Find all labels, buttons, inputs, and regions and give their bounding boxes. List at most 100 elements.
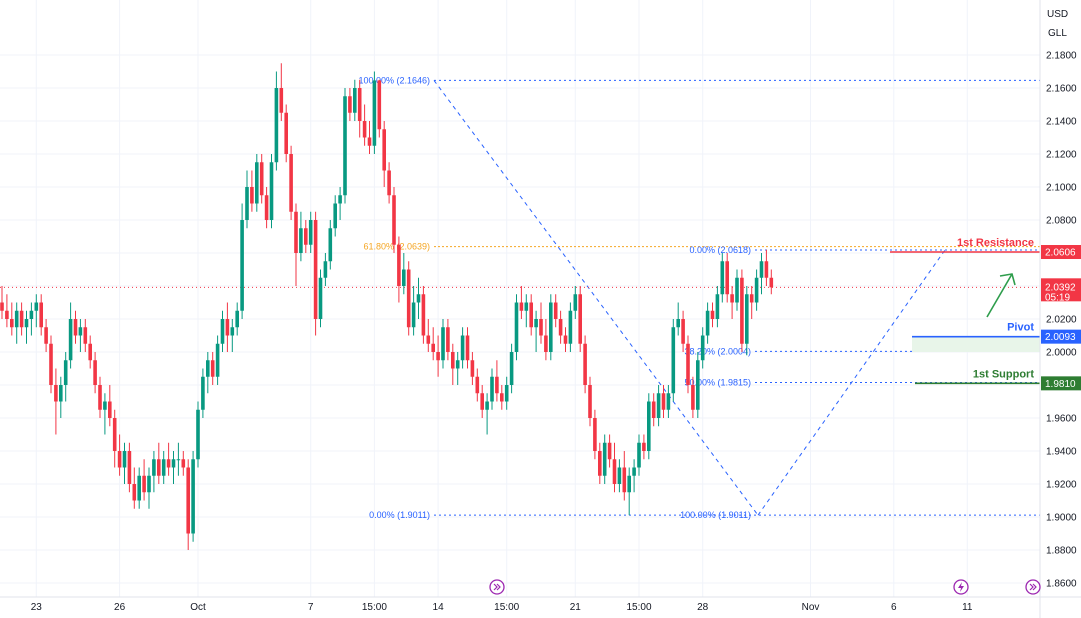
candle-body (63, 360, 68, 385)
candle-body (201, 376, 205, 410)
candle-body (549, 302, 553, 352)
price-tick-label: 1.8600 (1046, 579, 1077, 590)
candle-body (112, 418, 117, 451)
candle-body (367, 137, 372, 146)
last-price-tag-bg (1041, 278, 1081, 302)
candle-body (686, 343, 690, 385)
candle-body (759, 261, 764, 278)
candle-body (715, 294, 720, 319)
candle-body (19, 310, 24, 328)
candle-body (240, 220, 244, 311)
price-tick-label: 2.0000 (1046, 348, 1077, 359)
candle-body (210, 360, 215, 377)
candle-body (509, 352, 514, 385)
candle-body (612, 459, 617, 484)
candle-body (632, 467, 636, 476)
candle-body (353, 88, 357, 113)
resistance-price-tag: 2.0606 (1045, 248, 1076, 259)
candle-body (666, 393, 671, 410)
candle-body (171, 459, 176, 468)
candle-body (196, 409, 200, 460)
candle-body (122, 451, 127, 468)
time-tick-label: 26 (114, 602, 126, 613)
pivot-label: Pivot (1007, 322, 1034, 334)
candle-body (108, 401, 112, 418)
candle-body (441, 327, 445, 361)
price-tick-label: 1.9000 (1046, 513, 1077, 524)
candle-body (451, 352, 455, 369)
candle-body (406, 269, 411, 328)
candle-body (284, 112, 288, 154)
candle-body (206, 360, 210, 377)
candle-body (730, 294, 734, 303)
price-tick-label: 1.9200 (1046, 480, 1077, 491)
candle-body (735, 277, 739, 303)
candle-body (176, 459, 181, 461)
time-tick-label: Oct (190, 602, 206, 613)
candle-body (563, 335, 568, 344)
candle-body (529, 302, 533, 328)
candle-body (524, 302, 529, 311)
candle-body (431, 343, 435, 352)
candle-body (392, 195, 396, 245)
candle-body (602, 442, 607, 476)
fib-level-label: 50.00% (1.9815) (684, 378, 751, 388)
time-tick-label: 14 (433, 602, 445, 613)
candle-body (446, 327, 450, 352)
support-label: 1st Support (973, 368, 1034, 380)
candle-body (103, 401, 107, 410)
candle-body (681, 319, 685, 344)
time-tick-label: 21 (570, 602, 582, 613)
candle-body (14, 310, 19, 328)
candle-body (676, 319, 680, 328)
unit-label: GLL (1048, 28, 1067, 39)
candle-body (607, 442, 612, 460)
time-tick-label: 15:00 (362, 602, 387, 613)
time-tick-label: 6 (891, 602, 897, 613)
candle-body (754, 277, 759, 303)
candle-body (382, 129, 386, 171)
candle-body (402, 269, 406, 286)
countdown-tag: 05:19 (1045, 292, 1070, 303)
price-tick-label: 2.1000 (1046, 183, 1077, 194)
candle-body (558, 319, 563, 336)
fib-level-label: 0.00% (1.9011) (369, 510, 430, 520)
time-tick-label: 15:00 (494, 602, 519, 613)
candle-body (485, 401, 489, 410)
candle-body (348, 96, 352, 113)
candle-body (245, 187, 249, 220)
candle-body (68, 319, 73, 361)
candle-body (73, 319, 78, 336)
candle-body (220, 319, 225, 344)
candle-body (514, 302, 519, 352)
candle-body (78, 327, 83, 336)
jump-to-realtime-icon[interactable] (489, 579, 505, 595)
candle-body (490, 376, 494, 402)
candle-body (0, 302, 4, 311)
candle-body (264, 195, 269, 220)
scroll-right-icon[interactable] (1025, 579, 1041, 595)
time-tick-label: 28 (697, 602, 709, 613)
candle-body (161, 459, 166, 476)
event-flash-icon[interactable] (953, 579, 969, 595)
candle-body (230, 327, 235, 336)
candle-body (235, 310, 239, 328)
pivot-price-tag: 2.0093 (1045, 332, 1076, 343)
candle-body (705, 310, 710, 336)
pivot-price-tag-bg (1041, 329, 1081, 344)
candle-body (397, 244, 401, 286)
candle-body (622, 467, 627, 493)
candle-body (299, 228, 303, 253)
candle-body (475, 376, 480, 394)
time-axis[interactable]: 23 26 Oct 7 15:00 14 15:00 21 15:00 28 Nov 6 11 (31, 602, 973, 613)
time-tick-label: Nov (802, 602, 820, 613)
candle-body (34, 302, 39, 311)
candle-body (764, 261, 769, 278)
candle-body (436, 352, 440, 361)
currency-label: USD (1047, 9, 1068, 20)
candle-body (166, 459, 171, 468)
price-tick-label: 2.0800 (1046, 216, 1077, 227)
candle-body (568, 310, 573, 344)
candle-body (255, 162, 259, 204)
